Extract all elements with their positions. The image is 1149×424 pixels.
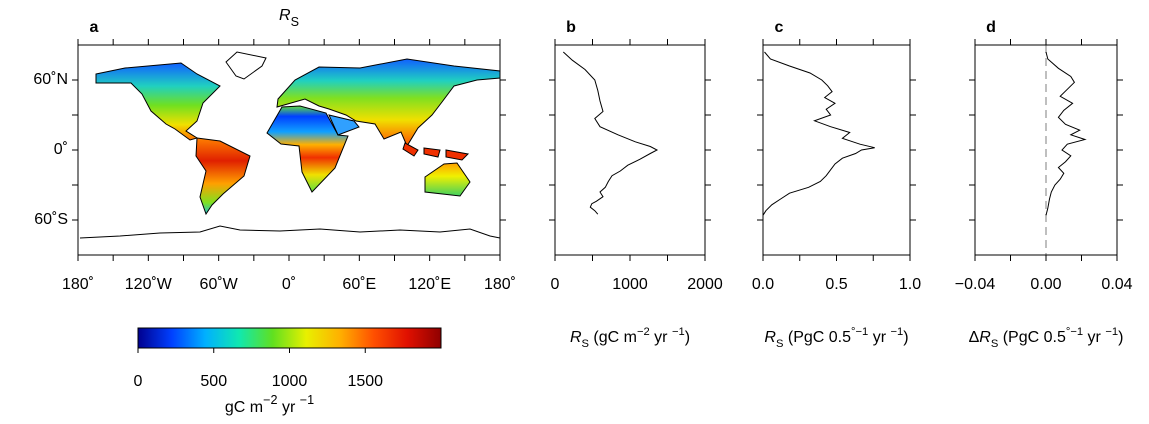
x-axis-label-part: S bbox=[991, 338, 998, 350]
x-tick-label: 0˚ bbox=[282, 276, 296, 293]
y-tick-label: 0˚ bbox=[54, 141, 68, 158]
x-axis-label-part: (PgC 0.5 bbox=[783, 329, 851, 346]
panel-label: c bbox=[775, 19, 784, 36]
x-axis-label-part: yr bbox=[1083, 329, 1105, 346]
axes-frame bbox=[762, 44, 911, 256]
x-tick-label: 1000 bbox=[612, 276, 648, 293]
x-axis-label-part: (gC m bbox=[589, 329, 637, 346]
x-axis-label: RS (PgC 0.5°−1 yr −1) bbox=[764, 326, 908, 350]
colorbar-label: gC m−2 yr −1 bbox=[225, 393, 314, 416]
africa bbox=[266, 105, 349, 193]
x-tick-label: 180˚ bbox=[484, 276, 516, 293]
x-tick-label: 60˚E bbox=[342, 276, 376, 293]
colorbar-tick-label: 1000 bbox=[272, 373, 308, 390]
profile-line bbox=[1045, 51, 1087, 216]
x-axis-label-part: −1 bbox=[672, 326, 685, 338]
y-tick-label: 60˚N bbox=[33, 71, 68, 88]
x-axis-label-part: R bbox=[570, 329, 582, 346]
greenland bbox=[225, 51, 267, 80]
axes-frame bbox=[554, 44, 706, 256]
x-axis-label-part: −2 bbox=[637, 326, 650, 338]
x-tick-label: 120˚W bbox=[125, 276, 173, 293]
x-axis-label-part: R bbox=[979, 329, 991, 346]
x-tick-label: 180˚ bbox=[62, 276, 94, 293]
profile-line bbox=[762, 51, 875, 216]
x-tick-label: 0.5 bbox=[825, 276, 847, 293]
x-axis-label-part: −1 bbox=[890, 326, 903, 338]
x-axis-label-part: Δ bbox=[969, 329, 980, 346]
colorbar bbox=[137, 327, 442, 349]
x-axis-label-part: S bbox=[582, 338, 589, 350]
x-axis-label-part: yr bbox=[650, 329, 672, 346]
x-axis-label: ΔRS (PgC 0.5°−1 yr −1) bbox=[969, 326, 1124, 350]
x-axis-label-part: ) bbox=[903, 329, 908, 346]
x-axis-label-part: °−1 bbox=[1066, 326, 1083, 338]
x-tick-label: 60˚W bbox=[200, 276, 239, 293]
map-land bbox=[79, 51, 501, 239]
x-tick-label: −0.04 bbox=[955, 276, 996, 293]
panel-label: a bbox=[90, 19, 99, 36]
colorbar-label-part: −2 bbox=[263, 393, 277, 407]
x-axis-label-part: S bbox=[776, 338, 783, 350]
x-axis-label-part: R bbox=[764, 329, 776, 346]
x-axis-label-part: °−1 bbox=[851, 326, 868, 338]
colorbar-label-part: gC m bbox=[225, 399, 263, 416]
x-tick-label: 120˚E bbox=[408, 276, 451, 293]
x-axis-label: RS (gC m−2 yr −1) bbox=[570, 326, 690, 350]
profile-line bbox=[562, 51, 659, 215]
colorbar-tick-label: 500 bbox=[200, 373, 227, 390]
colorbar-tick-label: 1500 bbox=[347, 373, 383, 390]
colorbar-label-part: yr bbox=[278, 399, 300, 416]
north-america bbox=[95, 62, 221, 141]
x-axis-label-part: (PgC 0.5 bbox=[998, 329, 1066, 346]
eurasia bbox=[276, 58, 501, 148]
arabia bbox=[328, 114, 360, 136]
x-axis-label-part: −1 bbox=[1105, 326, 1118, 338]
x-tick-label: 1.0 bbox=[899, 276, 921, 293]
chart-title-part: S bbox=[291, 15, 299, 29]
x-axis-label-part: ) bbox=[1118, 329, 1123, 346]
australia bbox=[424, 162, 471, 197]
x-tick-label: 2000 bbox=[687, 276, 723, 293]
indonesia bbox=[402, 142, 470, 161]
x-tick-label: 0.0 bbox=[752, 276, 774, 293]
x-tick-label: 0.00 bbox=[1030, 276, 1061, 293]
x-axis-label-part: ) bbox=[685, 329, 690, 346]
x-axis-label-part: yr bbox=[868, 329, 890, 346]
south-america bbox=[195, 137, 251, 216]
panel-label: b bbox=[566, 19, 576, 36]
y-tick-label: 60˚S bbox=[34, 211, 68, 228]
panel-label: d bbox=[986, 19, 996, 36]
colorbar-tick-label: 0 bbox=[134, 373, 143, 390]
chart-title: RS bbox=[279, 7, 299, 29]
chart-title-part: R bbox=[279, 7, 291, 24]
x-tick-label: 0.04 bbox=[1101, 276, 1132, 293]
antarctica bbox=[79, 225, 501, 239]
x-tick-label: 0 bbox=[551, 276, 560, 293]
colorbar-label-part: −1 bbox=[300, 393, 314, 407]
